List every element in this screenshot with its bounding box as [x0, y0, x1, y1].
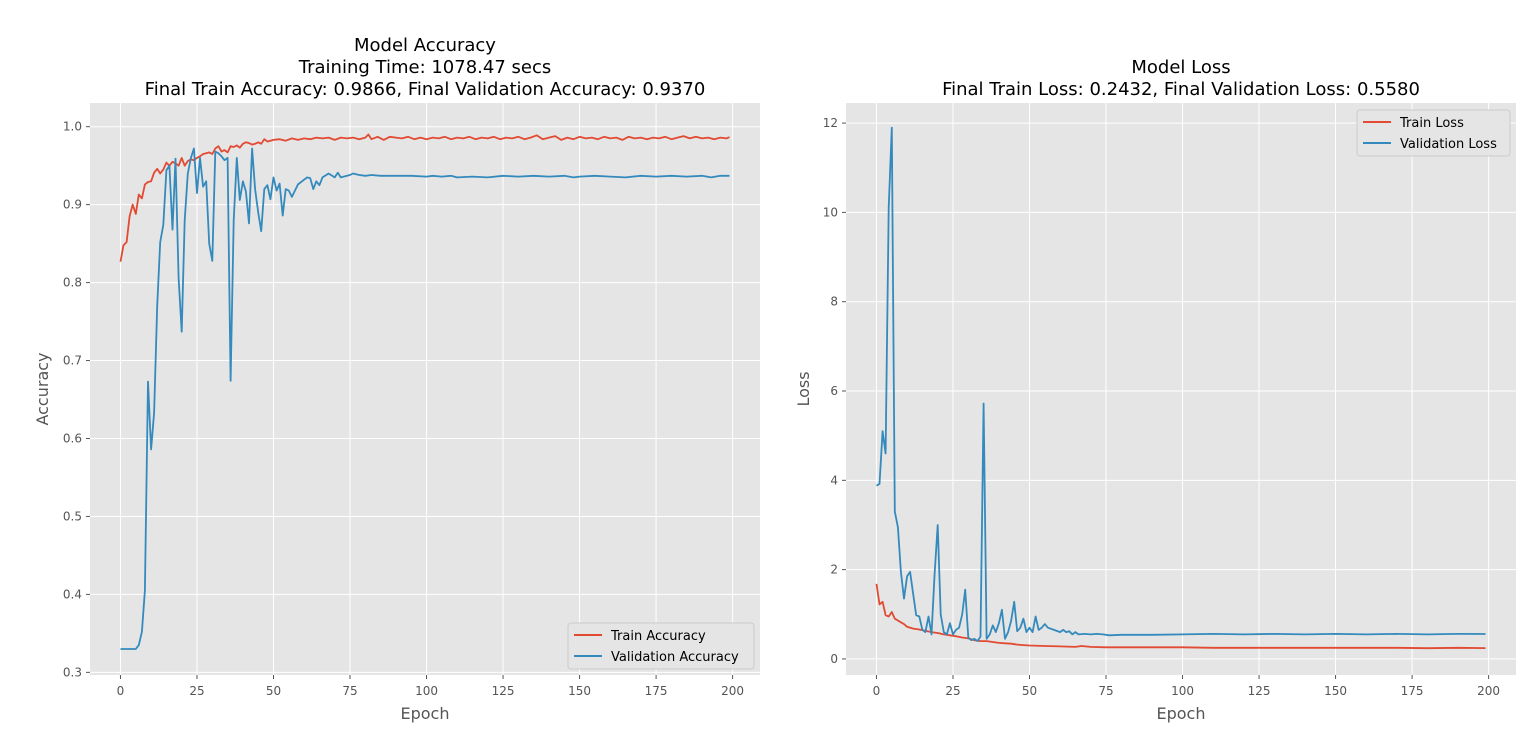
legend-label-validation: Validation Accuracy [611, 650, 739, 665]
x-tick-label: 200 [1477, 684, 1500, 698]
legend-label-train: Train Loss [1399, 116, 1464, 131]
legend-label-validation: Validation Loss [1400, 137, 1497, 152]
x-tick-label: 150 [1324, 684, 1347, 698]
y-tick-label: 0 [830, 652, 838, 666]
legend: Train Accuracy Validation Accuracy [567, 622, 755, 670]
legend-box [567, 622, 755, 670]
x-tick-label: 25 [189, 684, 204, 698]
tick-labels: 0 25 50 75 100 125 150 175 200 0 2 4 6 8 10 12 [823, 116, 1500, 698]
y-axis-label: Loss [794, 371, 813, 406]
x-tick-label: 75 [1098, 684, 1113, 698]
x-axis-label: Epoch [401, 704, 450, 723]
y-axis-label: Accuracy [33, 352, 52, 425]
y-tick-label: 2 [830, 563, 838, 577]
x-tick-label: 50 [1022, 684, 1037, 698]
y-tick-label: 1.0 [63, 120, 82, 134]
y-tick-label: 0.9 [63, 198, 82, 212]
chart-title-line-1: Model Loss [1131, 57, 1230, 78]
y-tick-label: 0.8 [63, 276, 82, 290]
x-tick-label: 75 [342, 684, 357, 698]
x-tick-label: 0 [873, 684, 881, 698]
legend-label-train: Train Accuracy [610, 629, 706, 644]
x-tick-label: 150 [568, 684, 591, 698]
x-tick-label: 100 [415, 684, 438, 698]
y-tick-label: 0.4 [63, 587, 82, 601]
validation-accuracy-line [120, 147, 730, 650]
y-tick-label: 0.6 [63, 431, 82, 445]
train-accuracy-line [119, 133, 730, 262]
grid-lines [90, 103, 760, 675]
chart-title-line-2: Training Time: 1078.47 secs [298, 57, 551, 78]
y-tick-label: 10 [823, 205, 838, 219]
chart-title-line-3: Final Train Accuracy: 0.9866, Final Vali… [145, 79, 706, 100]
y-tick-label: 8 [830, 295, 838, 309]
train-loss-line [875, 583, 1486, 650]
series-lines [875, 126, 1486, 650]
x-tick-label: 125 [1248, 684, 1271, 698]
accuracy-chart: 0 25 50 75 100 125 150 175 200 0.3 0.4 0.5 0.6 0.7 0.8… [33, 35, 760, 723]
y-tick-label: 0.5 [63, 509, 82, 523]
validation-loss-line [876, 126, 1486, 642]
y-tick-label: 4 [830, 473, 838, 487]
y-tick-label: 0.3 [63, 665, 82, 679]
legend-box [1356, 109, 1511, 157]
plot-area [846, 103, 1516, 675]
series-lines [119, 133, 730, 650]
legend: Train Loss Validation Loss [1356, 109, 1511, 157]
y-tick-label: 12 [823, 116, 838, 130]
y-tick-label: 6 [830, 384, 838, 398]
chart-title-line-2: Final Train Loss: 0.2432, Final Validati… [942, 79, 1420, 100]
x-tick-label: 25 [945, 684, 960, 698]
x-tick-label: 175 [1401, 684, 1424, 698]
x-tick-label: 125 [492, 684, 515, 698]
y-tick-label: 0.7 [63, 354, 82, 368]
plot-area [90, 103, 760, 675]
tick-labels: 0 25 50 75 100 125 150 175 200 0.3 0.4 0.5 0.6 0.7 0.8… [63, 120, 744, 698]
x-axis-label: Epoch [1157, 704, 1206, 723]
chart-title-line-1: Model Accuracy [354, 35, 496, 56]
x-tick-label: 50 [266, 684, 281, 698]
x-tick-label: 175 [645, 684, 668, 698]
x-tick-label: 100 [1171, 684, 1194, 698]
loss-chart: 0 25 50 75 100 125 150 175 200 0 2 4 6 8 10 12 Model Lo… [794, 57, 1516, 723]
x-tick-label: 200 [721, 684, 744, 698]
x-tick-label: 0 [117, 684, 125, 698]
